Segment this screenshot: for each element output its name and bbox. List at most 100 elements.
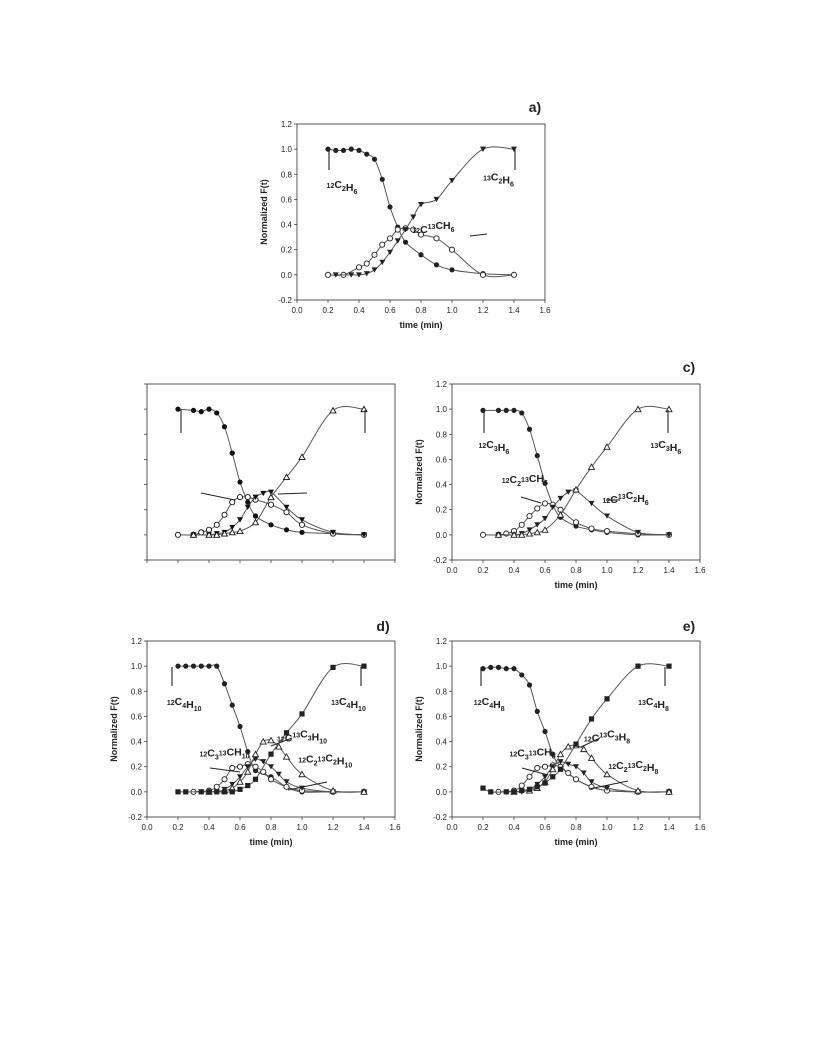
data-point [245, 499, 251, 505]
x-tick-label: 0.8 [415, 306, 427, 315]
data-point [298, 770, 306, 778]
data-point [229, 789, 235, 795]
data-point [525, 529, 534, 537]
data-point [379, 241, 386, 248]
data-point [360, 788, 368, 795]
data-point [348, 272, 355, 278]
data-point [510, 271, 518, 278]
data-point [190, 663, 197, 669]
leader-line [270, 737, 293, 747]
data-point [236, 494, 244, 501]
formula-part: 12 [327, 183, 335, 190]
data-point [221, 424, 228, 430]
data-point [534, 522, 541, 528]
formula-part: C [635, 759, 643, 771]
leader-line [521, 767, 549, 776]
species-label: 13C4H10 [331, 696, 366, 713]
data-point [329, 786, 337, 794]
x-tick-label: 1.2 [632, 823, 644, 832]
data-point [363, 260, 370, 267]
data-point [448, 246, 456, 253]
species-label: 13C4H8 [638, 696, 669, 713]
formula-part: 2 [498, 178, 502, 185]
data-point [229, 450, 235, 456]
data-point [189, 531, 198, 538]
formula-part: 13 [318, 757, 326, 764]
y-tick-label: 0.0 [281, 271, 293, 280]
formula-part: C [207, 747, 215, 759]
formula-part: 3 [666, 446, 670, 453]
leader-line [277, 492, 308, 495]
formula-part: 4 [653, 703, 657, 710]
x-tick-label: 0.2 [172, 823, 184, 832]
formula-part: CH [435, 220, 450, 232]
panel-a: 0.0 0.2 0.4 0.6 0.8 1.0 1.2 1.4 1.6-0.20.00.20.4… [259, 99, 551, 330]
formula-part: 13 [638, 700, 646, 707]
y-axis-title: Normalized F(t) [109, 696, 119, 762]
x-tick-label: 0.8 [570, 823, 582, 832]
leader-lines [171, 150, 669, 791]
formula-part: 6 [451, 227, 455, 234]
y-tick-label: 0.4 [436, 738, 448, 747]
y-tick-label: -0.2 [433, 556, 447, 565]
y-tick-label: 0.4 [281, 221, 293, 230]
formula-part: 10 [319, 738, 327, 745]
data-point [236, 527, 244, 535]
data-point [572, 519, 580, 526]
data-point [418, 252, 424, 258]
data-point [635, 529, 641, 536]
species-label: 12C13C3H10 [277, 728, 327, 745]
data-point [410, 214, 417, 220]
data-point [198, 789, 204, 795]
leader-line [209, 767, 241, 773]
leader-line [287, 781, 328, 791]
data-point [479, 271, 487, 278]
data-point [542, 480, 548, 486]
formula-part: H [346, 182, 354, 194]
formula-part: C [626, 490, 634, 502]
data-point [449, 267, 455, 273]
data-point [418, 201, 424, 208]
y-tick-label: 0.8 [436, 430, 448, 439]
x-axis-title: time (min) [399, 320, 442, 330]
y-tick-label: 0.0 [436, 531, 448, 540]
x-tick-label: 0.0 [141, 823, 153, 832]
data-point [229, 524, 236, 531]
data-point [361, 532, 367, 538]
data-point [205, 531, 213, 538]
data-point [666, 663, 672, 669]
species-label: 12C313CH8 [510, 746, 556, 761]
data-point [580, 770, 587, 776]
data-point [229, 764, 236, 772]
x-tick-label: 1.2 [477, 306, 489, 315]
formula-part: H [350, 699, 358, 711]
formula-part: C [517, 747, 525, 759]
data-point [564, 742, 573, 750]
x-tick-label: 1.6 [389, 823, 401, 832]
x-tick-label: 0.6 [384, 306, 396, 315]
data-point [330, 529, 336, 536]
formula-part: 10 [344, 763, 352, 770]
formula-part: 12 [298, 758, 306, 765]
formula-part: 13 [331, 700, 339, 707]
formula-part: 12 [412, 228, 420, 235]
data-point [588, 500, 595, 507]
x-tick-label: 1.4 [663, 823, 675, 832]
panel-label: d) [376, 618, 389, 634]
formula-part: 13 [529, 750, 537, 757]
y-axis-title: Normalized F(t) [259, 179, 269, 245]
x-tick-label: 1.2 [632, 566, 644, 575]
data-point [251, 750, 260, 758]
data-point [244, 764, 251, 770]
data-point [402, 239, 409, 245]
y-tick-label: 0.8 [436, 687, 448, 696]
data-point [565, 769, 572, 777]
data-point [519, 672, 525, 678]
data-point [402, 227, 409, 233]
data-point [174, 531, 182, 538]
formula-part: C [616, 760, 624, 772]
data-point [228, 528, 237, 536]
formula-part: 12 [478, 443, 486, 450]
formula-part: H [619, 731, 627, 743]
formula-part: 13 [628, 763, 636, 770]
